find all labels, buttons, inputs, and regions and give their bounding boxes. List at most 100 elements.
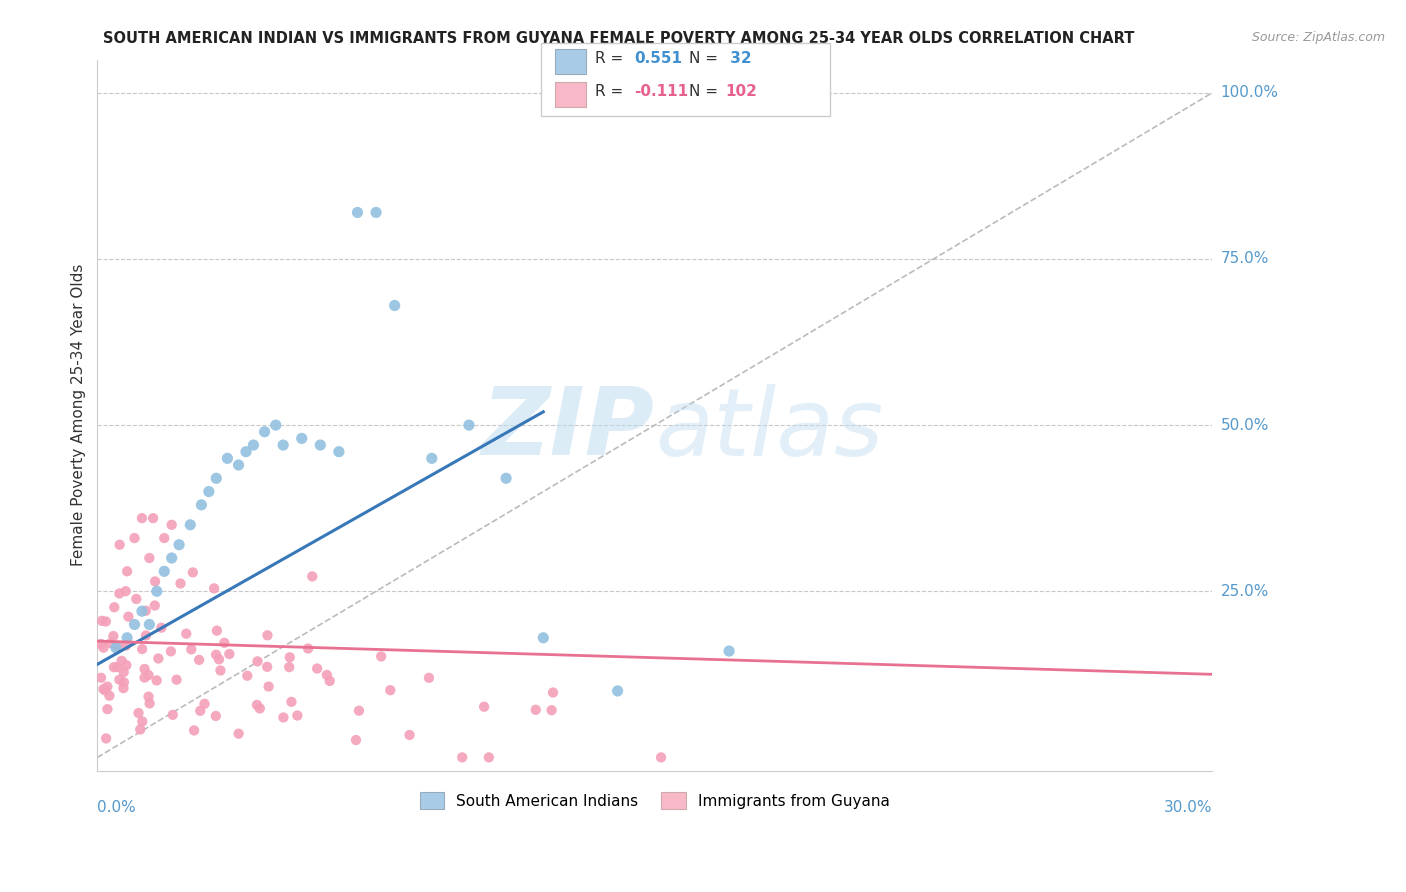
Point	[541, 685, 564, 699]
Point	[246, 698, 269, 712]
Point	[301, 569, 323, 583]
Point	[112, 675, 135, 690]
Point	[169, 576, 191, 591]
Point	[202, 582, 225, 596]
Text: 75.0%: 75.0%	[1220, 252, 1268, 267]
Point	[214, 636, 236, 650]
Point	[138, 551, 160, 566]
Point	[236, 669, 259, 683]
Point	[458, 418, 481, 433]
Point	[115, 564, 138, 578]
Point	[278, 660, 301, 674]
Point	[150, 621, 173, 635]
Point	[115, 658, 138, 673]
Point	[143, 574, 166, 589]
Point	[131, 714, 153, 729]
Point	[160, 551, 183, 566]
Text: atlas: atlas	[655, 384, 883, 475]
Point	[162, 707, 184, 722]
Point	[208, 652, 231, 666]
Point	[160, 644, 183, 658]
Point	[291, 431, 314, 445]
Point	[90, 637, 112, 651]
Point	[307, 661, 329, 675]
Point	[96, 702, 118, 716]
Point	[108, 586, 131, 600]
Point	[138, 617, 160, 632]
Point	[257, 680, 280, 694]
Point	[205, 471, 228, 485]
Text: 32: 32	[725, 52, 752, 66]
Point	[370, 649, 392, 664]
Text: 0.0%: 0.0%	[97, 800, 136, 815]
Point	[346, 205, 368, 219]
Point	[540, 703, 562, 717]
Point	[256, 660, 278, 674]
Text: SOUTH AMERICAN INDIAN VS IMMIGRANTS FROM GUYANA FEMALE POVERTY AMONG 25-34 YEAR : SOUTH AMERICAN INDIAN VS IMMIGRANTS FROM…	[103, 31, 1135, 46]
Point	[135, 628, 157, 642]
Point	[131, 604, 153, 618]
Point	[115, 639, 138, 653]
Point	[273, 710, 295, 724]
Point	[188, 704, 211, 718]
Point	[166, 673, 188, 687]
Point	[143, 599, 166, 613]
Point	[103, 660, 125, 674]
Point	[103, 600, 125, 615]
Point	[256, 628, 278, 642]
Point	[98, 689, 121, 703]
Text: 0.551: 0.551	[634, 52, 682, 66]
Point	[105, 660, 128, 674]
Point	[181, 566, 204, 580]
Point	[205, 709, 228, 723]
Point	[153, 564, 176, 578]
Point	[115, 631, 138, 645]
Point	[328, 444, 350, 458]
Point	[112, 681, 135, 695]
Point	[235, 444, 257, 458]
Point	[111, 654, 134, 668]
Point	[278, 650, 301, 665]
Point	[180, 642, 202, 657]
Point	[344, 733, 367, 747]
Point	[718, 644, 741, 658]
Point	[249, 701, 271, 715]
Text: -0.111: -0.111	[634, 84, 688, 99]
Point	[167, 538, 190, 552]
Point	[128, 706, 150, 720]
Point	[228, 458, 250, 472]
Point	[104, 640, 127, 655]
Point	[148, 651, 170, 665]
Y-axis label: Female Poverty Among 25-34 Year Olds: Female Poverty Among 25-34 Year Olds	[72, 264, 86, 566]
Point	[124, 617, 146, 632]
Text: N =: N =	[689, 84, 723, 99]
Point	[606, 684, 628, 698]
Point	[138, 690, 160, 704]
Point	[174, 626, 197, 640]
Point	[131, 511, 153, 525]
Text: R =: R =	[595, 84, 628, 99]
Point	[198, 484, 221, 499]
Point	[242, 438, 264, 452]
Point	[253, 425, 276, 439]
Point	[138, 697, 160, 711]
Point	[418, 671, 440, 685]
Point	[398, 728, 420, 742]
Point	[420, 451, 443, 466]
Point	[280, 695, 302, 709]
Point	[205, 648, 228, 662]
Point	[125, 591, 148, 606]
Point	[209, 664, 232, 678]
Point	[117, 609, 139, 624]
Point	[179, 517, 201, 532]
Point	[108, 673, 131, 687]
Point	[112, 665, 135, 679]
Legend: South American Indians, Immigrants from Guyana: South American Indians, Immigrants from …	[412, 784, 897, 816]
Point	[142, 511, 165, 525]
Point	[246, 654, 269, 668]
Point	[472, 699, 495, 714]
Point	[183, 723, 205, 738]
Text: Source: ZipAtlas.com: Source: ZipAtlas.com	[1251, 31, 1385, 45]
Text: 102: 102	[725, 84, 758, 99]
Text: 50.0%: 50.0%	[1220, 417, 1268, 433]
